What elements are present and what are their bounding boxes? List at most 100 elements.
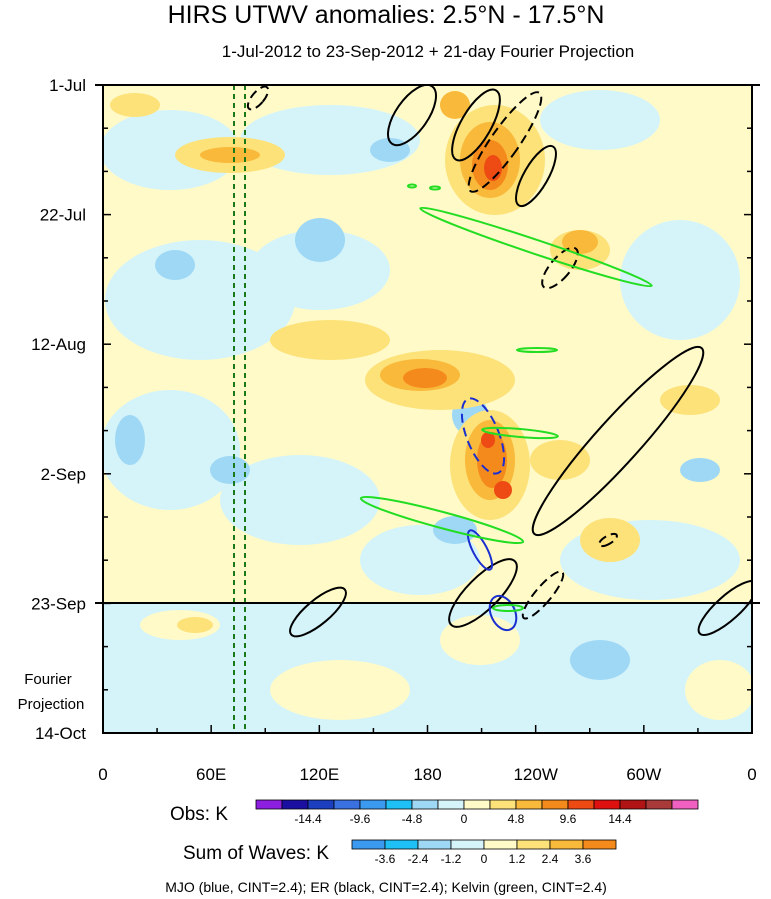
colorbar-box [549, 839, 584, 850]
kelvin-contour [492, 604, 524, 612]
projection-label-line2: Projection [18, 696, 85, 713]
x-tick-label: 180 [413, 765, 441, 784]
kelvin-contour [407, 183, 417, 189]
colorbar-box [671, 799, 699, 810]
proj-pos-patch [440, 615, 520, 665]
proj-pos-patch [270, 660, 410, 720]
colorbar-tick-label: -1.2 [441, 852, 462, 866]
er-contour [531, 345, 705, 537]
x-tick-label: 120E [299, 765, 339, 784]
pos-peak [481, 432, 495, 448]
colorbar-tick-label: 14.4 [608, 812, 632, 826]
neg-patch [105, 240, 295, 360]
mjo-negative-contours [460, 397, 506, 475]
colorbar-box [489, 799, 517, 810]
x-tick-label: 0 [98, 765, 107, 784]
neg-anomaly-cores [115, 138, 720, 544]
kelvin-contours [359, 183, 653, 612]
er-contour [697, 580, 752, 636]
colorbar-box [515, 799, 543, 810]
neg-core [115, 415, 145, 465]
neg-core [433, 516, 477, 544]
colorbar-tick-label: -3.6 [375, 852, 396, 866]
er-neg-contour [246, 85, 270, 111]
er-neg-contour [541, 246, 579, 290]
colorbar-tick-label: 0 [461, 812, 468, 826]
y-tick-label: 1-Jul [49, 76, 86, 95]
colorbar-tick-label: 4.8 [508, 812, 525, 826]
kelvin-contour [419, 206, 653, 288]
pos-peak [494, 481, 512, 499]
pos-patch [580, 518, 640, 562]
pos-strong [403, 368, 447, 388]
neg-core [210, 456, 250, 484]
neg-core [295, 218, 345, 262]
contour-legend: MJO (blue, CINT=2.4); ER (black, CINT=2.… [165, 879, 607, 895]
colorbar-box [619, 799, 647, 810]
colorbar-tick-label: 2.4 [542, 852, 559, 866]
observed-anomaly-field [103, 85, 752, 603]
pos-patch [110, 93, 160, 117]
colorbar-tick-label: -14.4 [294, 812, 322, 826]
colorbar-box [307, 799, 335, 810]
colorbar-box [385, 799, 413, 810]
colorbar-tick-label: 0 [481, 852, 488, 866]
neg-core [155, 250, 195, 280]
y-minor-ticks [103, 84, 752, 734]
y-tick-label: 22-Jul [40, 206, 86, 225]
pos-patch [660, 385, 720, 415]
neg-patch [620, 220, 740, 340]
colorbar-box [359, 799, 387, 810]
pos-patch [530, 440, 590, 480]
mjo-contour [488, 594, 518, 632]
colorbar-box [541, 799, 569, 810]
chart-subtitle: 1-Jul-2012 to 23-Sep-2012 + 21-day Fouri… [222, 42, 635, 61]
colorbar-box [645, 799, 673, 810]
y-tick-labels: 1-Jul 22-Jul 12-Aug 2-Sep 23-Sep 14-Oct [31, 76, 86, 743]
colorbar-box [417, 839, 452, 850]
obs-colorbar-label: Obs: K [170, 804, 228, 825]
x-tick-label: 120W [513, 765, 557, 784]
pos-mid [200, 147, 260, 163]
er-neg-contour [467, 91, 543, 193]
kelvin-contour [516, 347, 558, 353]
plot-area [95, 84, 760, 734]
colorbar-tick-label: 3.6 [575, 852, 592, 866]
er-contour [387, 85, 437, 147]
er-contour [448, 558, 518, 628]
x-tick-label: 60W [626, 765, 661, 784]
colorbar-box [450, 839, 485, 850]
er-neg-contour [521, 570, 565, 620]
proj-pos-patch [177, 617, 213, 633]
colorbar-box [281, 799, 309, 810]
er-contour [451, 88, 501, 162]
waves-colorbar: -3.6 -2.4 -1.2 0 1.2 2.4 3.6 [351, 839, 617, 866]
fourier-projection-field [103, 603, 752, 733]
colorbar-box [463, 799, 491, 810]
pos-patch [270, 320, 390, 360]
waves-colorbar-label: Sum of Waves: K [183, 843, 329, 864]
colorbar-box [516, 839, 551, 850]
mjo-neg-contour [460, 397, 506, 475]
neg-patch [250, 230, 390, 310]
obs-colorbar: -14.4 -9.6 -4.8 0 4.8 9.6 14.4 [255, 799, 699, 826]
colorbar-tick-label: -2.4 [408, 852, 429, 866]
colorbar-box [333, 799, 361, 810]
projection-label-line1: Fourier [24, 671, 72, 688]
er-neg-contour [598, 532, 618, 548]
kelvin-contour [481, 426, 559, 440]
chart-title: HIRS UTWV anomalies: 2.5°N - 17.5°N [168, 1, 605, 29]
y-tick-label: 2-Sep [41, 465, 86, 484]
er-negative-contours [246, 85, 618, 620]
colorbar-tick-label: -9.6 [350, 812, 371, 826]
neg-core [680, 458, 720, 482]
colorbar-box [483, 839, 518, 850]
colorbar-box [593, 799, 621, 810]
proj-neg-patch [570, 640, 630, 680]
colorbar-box [351, 839, 386, 850]
mjo-contour [466, 529, 494, 571]
colorbar-box [582, 839, 617, 850]
colorbar-tick-label: -4.8 [402, 812, 423, 826]
er-contour [515, 144, 557, 208]
colorbar-box [255, 799, 283, 810]
